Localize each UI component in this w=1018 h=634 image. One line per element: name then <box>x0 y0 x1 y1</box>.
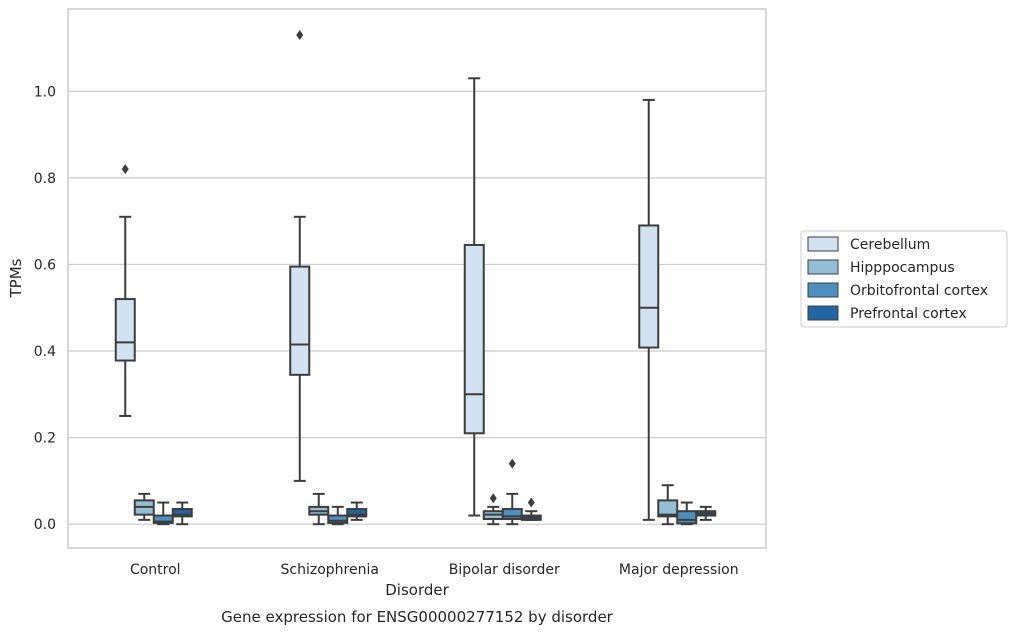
legend-label: Prefrontal cortex <box>850 306 967 322</box>
box-cerebellum <box>114 164 136 417</box>
box-body <box>501 508 523 520</box>
x-axis-label: Disorder <box>385 581 449 599</box>
legend-label: Orbitofrontal cortex <box>850 283 988 299</box>
legend: Cerebellum Hipppocampus Orbitofrontal cort… <box>800 230 1008 328</box>
legend-swatch <box>807 236 839 252</box>
legend-frame <box>800 230 1008 328</box>
y-tick-label: 0.8 <box>34 171 56 187</box>
box-body <box>657 499 679 518</box>
outlier-point <box>508 458 516 469</box>
x-axis-ticks: Control Schizophrenia Bipolar disorder Majo… <box>130 562 739 578</box>
box-orbitofrontal-cortex <box>327 505 349 526</box>
y-tick-label: 0.4 <box>34 344 56 360</box>
outlier-point <box>121 164 129 175</box>
y-axis-ticks: 0.0 0.2 0.4 0.6 0.8 1.0 <box>34 84 56 533</box>
outlier-point <box>527 497 535 508</box>
outlier-point <box>489 493 497 504</box>
box-body <box>676 510 698 525</box>
box-prefrontal-cortex <box>346 501 368 521</box>
box-body <box>152 514 174 524</box>
box-body <box>327 514 349 524</box>
box-cerebellum <box>463 77 485 517</box>
y-tick-label: 0.0 <box>34 517 56 533</box>
x-tick-label: Control <box>130 562 181 578</box>
box-marks <box>114 29 717 526</box>
box-hipppocampus <box>308 492 330 526</box>
legend-swatch <box>807 305 839 321</box>
y-tick-label: 1.0 <box>34 84 56 100</box>
x-tick-label: Major depression <box>619 562 739 578</box>
legend-swatch <box>807 282 839 298</box>
outlier-point <box>296 29 304 40</box>
box-prefrontal-cortex <box>171 501 193 526</box>
box-hipppocampus <box>482 493 504 526</box>
box-hipppocampus <box>657 484 679 526</box>
box-body <box>289 265 311 376</box>
box-orbitofrontal-cortex <box>501 458 523 526</box>
y-tick-label: 0.6 <box>34 257 56 273</box>
box-prefrontal-cortex <box>520 497 542 521</box>
x-tick-label: Schizophrenia <box>281 562 379 578</box>
legend-label: Cerebellum <box>850 237 930 253</box>
box-body <box>171 508 193 518</box>
y-tick-label: 0.2 <box>34 431 56 447</box>
box-prefrontal-cortex <box>695 505 717 521</box>
plot-area <box>67 8 767 549</box>
legend-label: Hipppocampus <box>850 260 955 276</box>
box-orbitofrontal-cortex <box>152 501 174 526</box>
box-cerebellum <box>289 29 311 482</box>
box-orbitofrontal-cortex <box>676 501 698 526</box>
box-body <box>463 243 485 435</box>
chart-caption: Gene expression for ENSG00000277152 by d… <box>221 608 614 626</box>
box-hipppocampus <box>133 492 155 521</box>
x-tick-label: Bipolar disorder <box>449 562 560 578</box>
box-cerebellum <box>638 98 660 521</box>
box-body <box>346 508 368 518</box>
box-body <box>114 298 136 362</box>
box-body <box>638 224 660 349</box>
legend-swatch <box>807 259 839 275</box>
y-axis-label: TPMs <box>7 258 25 298</box>
grid <box>68 90 766 525</box>
